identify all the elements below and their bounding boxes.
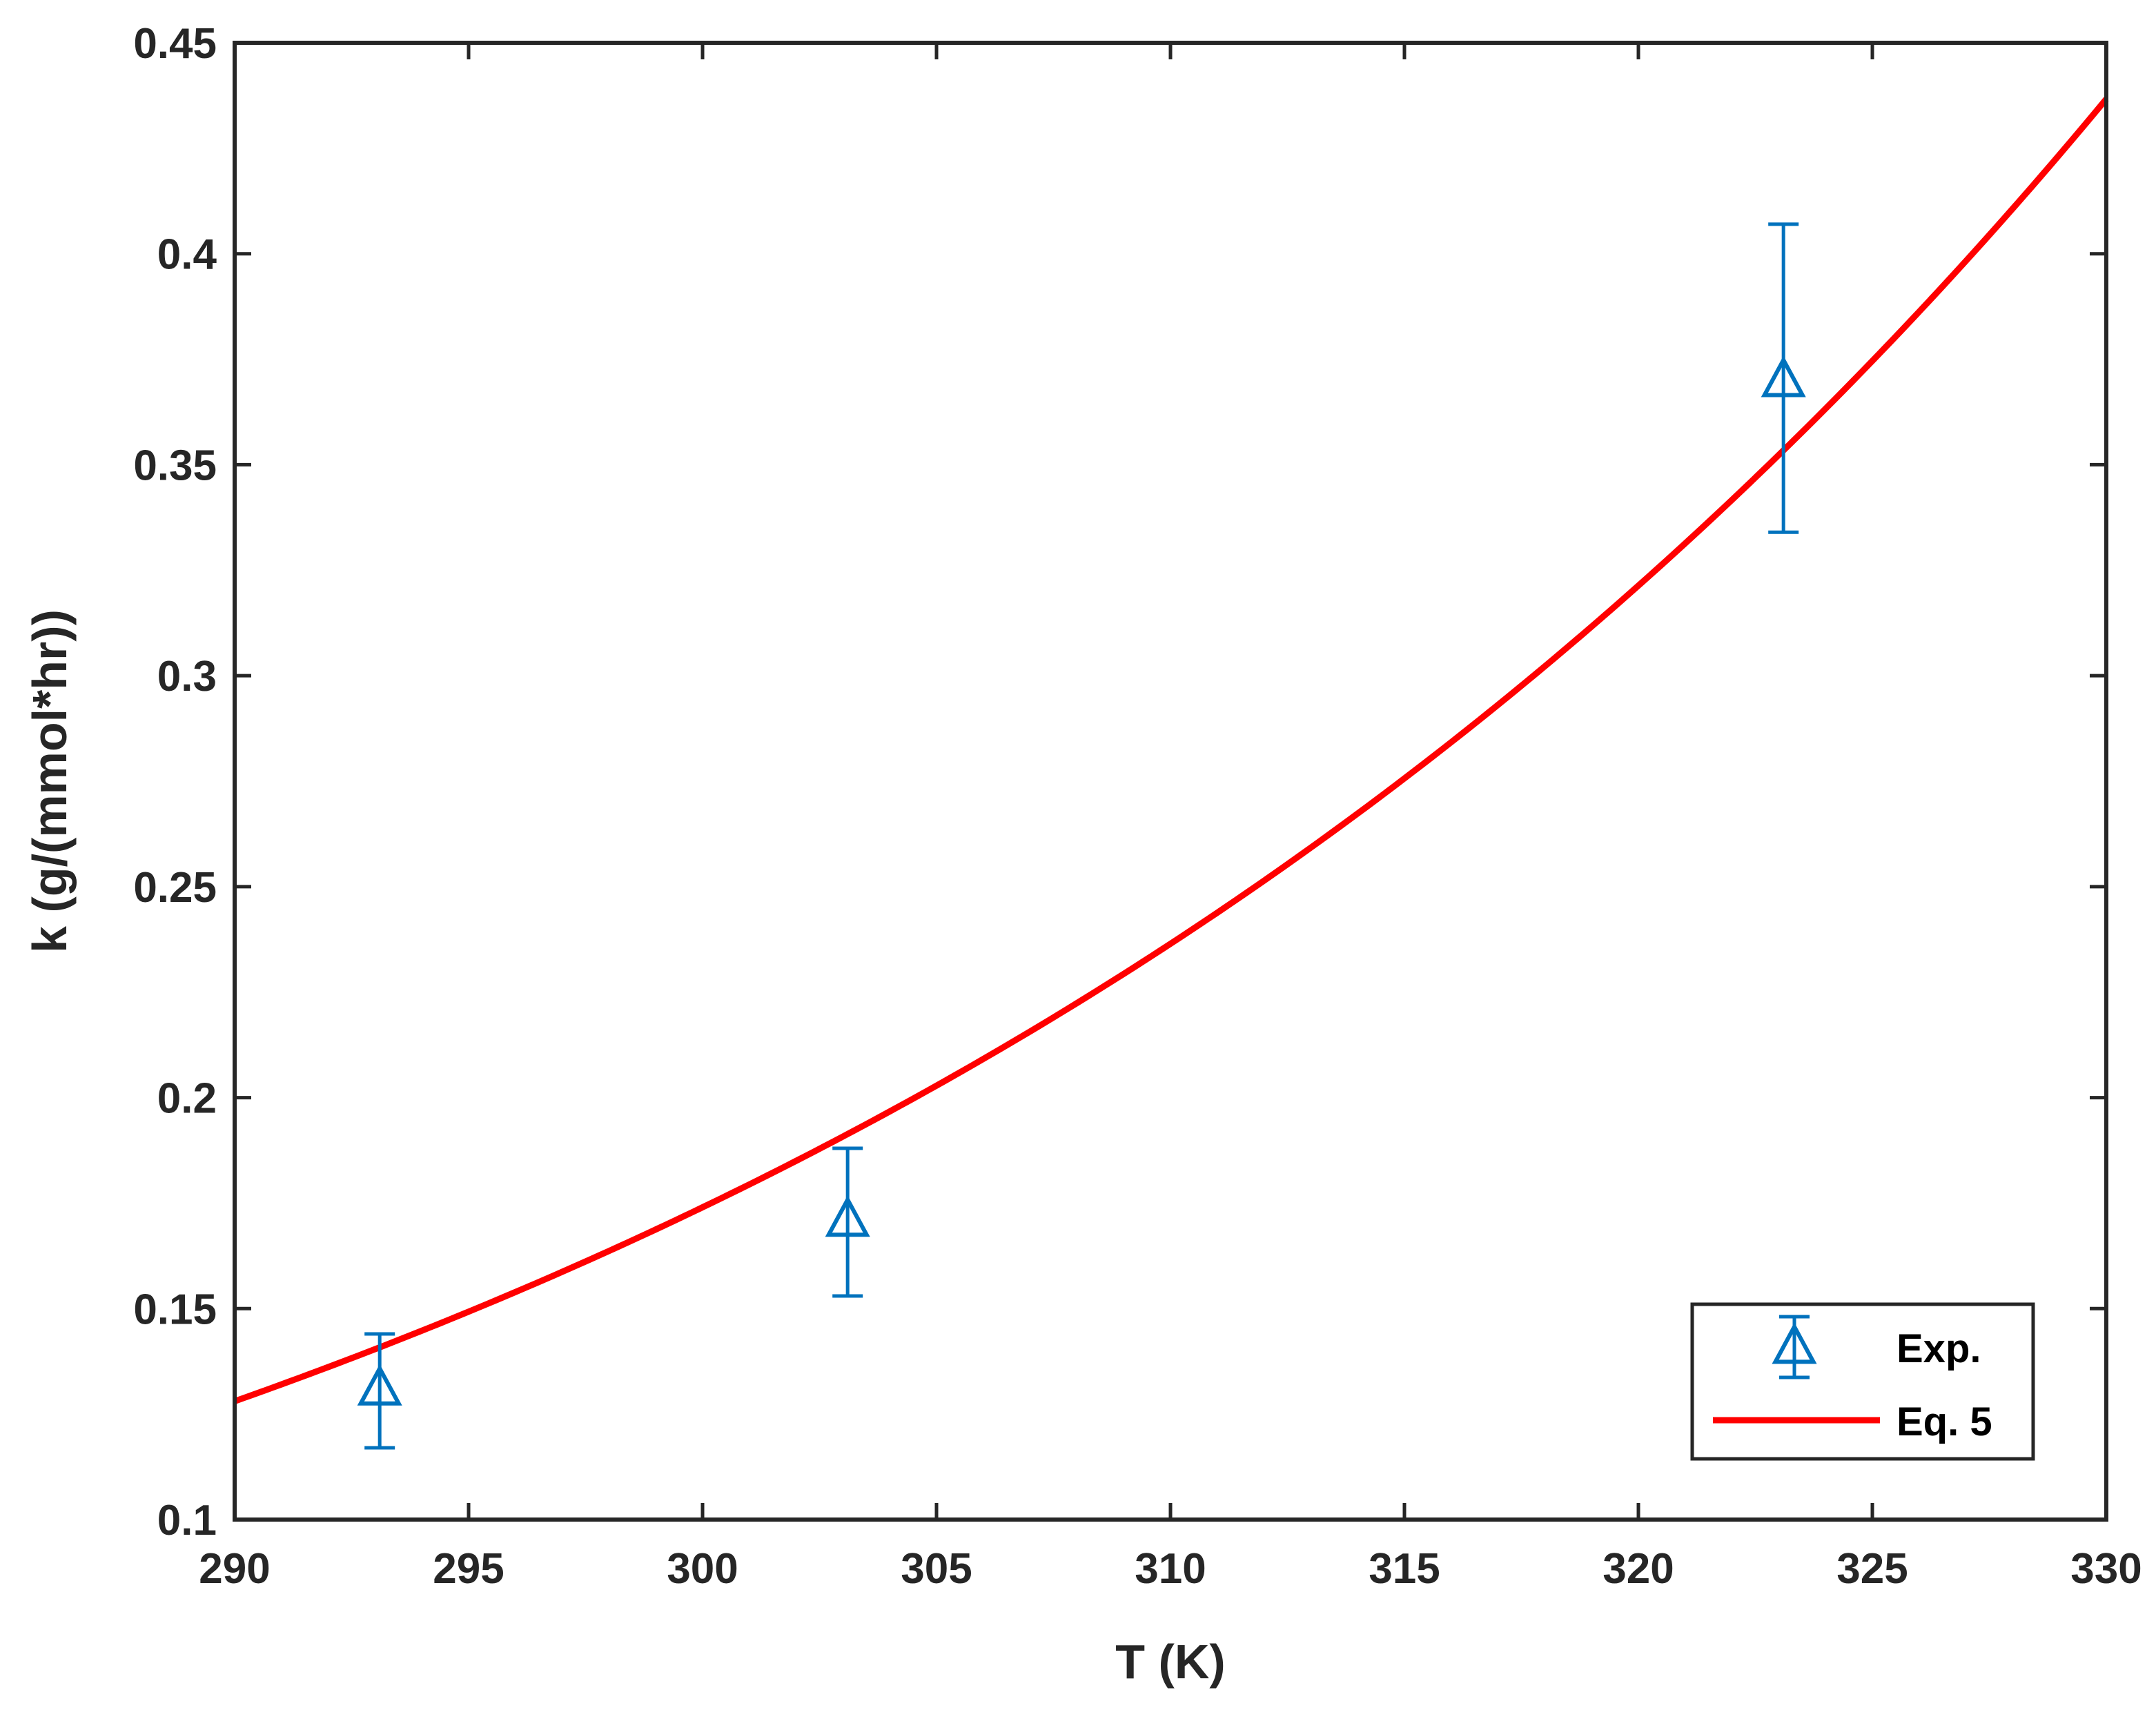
x-axis-label: T (K) (1115, 1635, 1225, 1689)
y-tick-label: 0.15 (133, 1286, 217, 1333)
triangle-marker (1761, 355, 1806, 397)
y-tick-label: 0.1 (157, 1497, 217, 1544)
legend-box (1690, 1302, 2035, 1461)
legend: Exp. Eq. 5 (1690, 1302, 2035, 1461)
x-tick-label: 300 (667, 1545, 738, 1593)
legend-label-exp: Exp. (1897, 1326, 1981, 1371)
x-tick-label: 320 (1603, 1545, 1674, 1593)
x-tick-label: 325 (1836, 1545, 1908, 1593)
axis-tick-labels: 290 295 300 305 310 315 320 325 330 0.1 0.15 0.2 0.2… (133, 20, 2142, 1593)
y-tick-label: 0.4 (157, 231, 217, 279)
errorbar-point (825, 1146, 870, 1298)
triangle-marker (825, 1195, 870, 1237)
x-tick-label: 330 (2070, 1545, 2142, 1593)
legend-entry-exp (1772, 1315, 1817, 1379)
series-layer (233, 97, 2109, 1450)
x-tick-label: 310 (1135, 1545, 1206, 1593)
y-tick-label: 0.45 (133, 20, 217, 68)
y-tick-label: 0.2 (157, 1075, 217, 1123)
y-tick-label: 0.3 (157, 653, 217, 700)
errorbar-point (1761, 222, 1806, 534)
errorbar-point (357, 1332, 402, 1450)
series-line-eq5 (233, 97, 2109, 1404)
axes-box (233, 41, 2108, 1522)
legend-label-eq5: Eq. 5 (1897, 1399, 1992, 1444)
x-tick-label: 305 (901, 1545, 972, 1593)
x-tick-label: 295 (433, 1545, 504, 1593)
x-tick-label: 315 (1369, 1545, 1440, 1593)
y-tick-label: 0.35 (133, 442, 217, 489)
y-tick-label: 0.25 (133, 864, 217, 912)
triangle-marker (357, 1364, 402, 1406)
y-axis-label: k (g/(mmol*hr)) (23, 609, 77, 953)
x-tick-label: 290 (199, 1545, 270, 1593)
legend-triangle-marker (1772, 1322, 1817, 1364)
